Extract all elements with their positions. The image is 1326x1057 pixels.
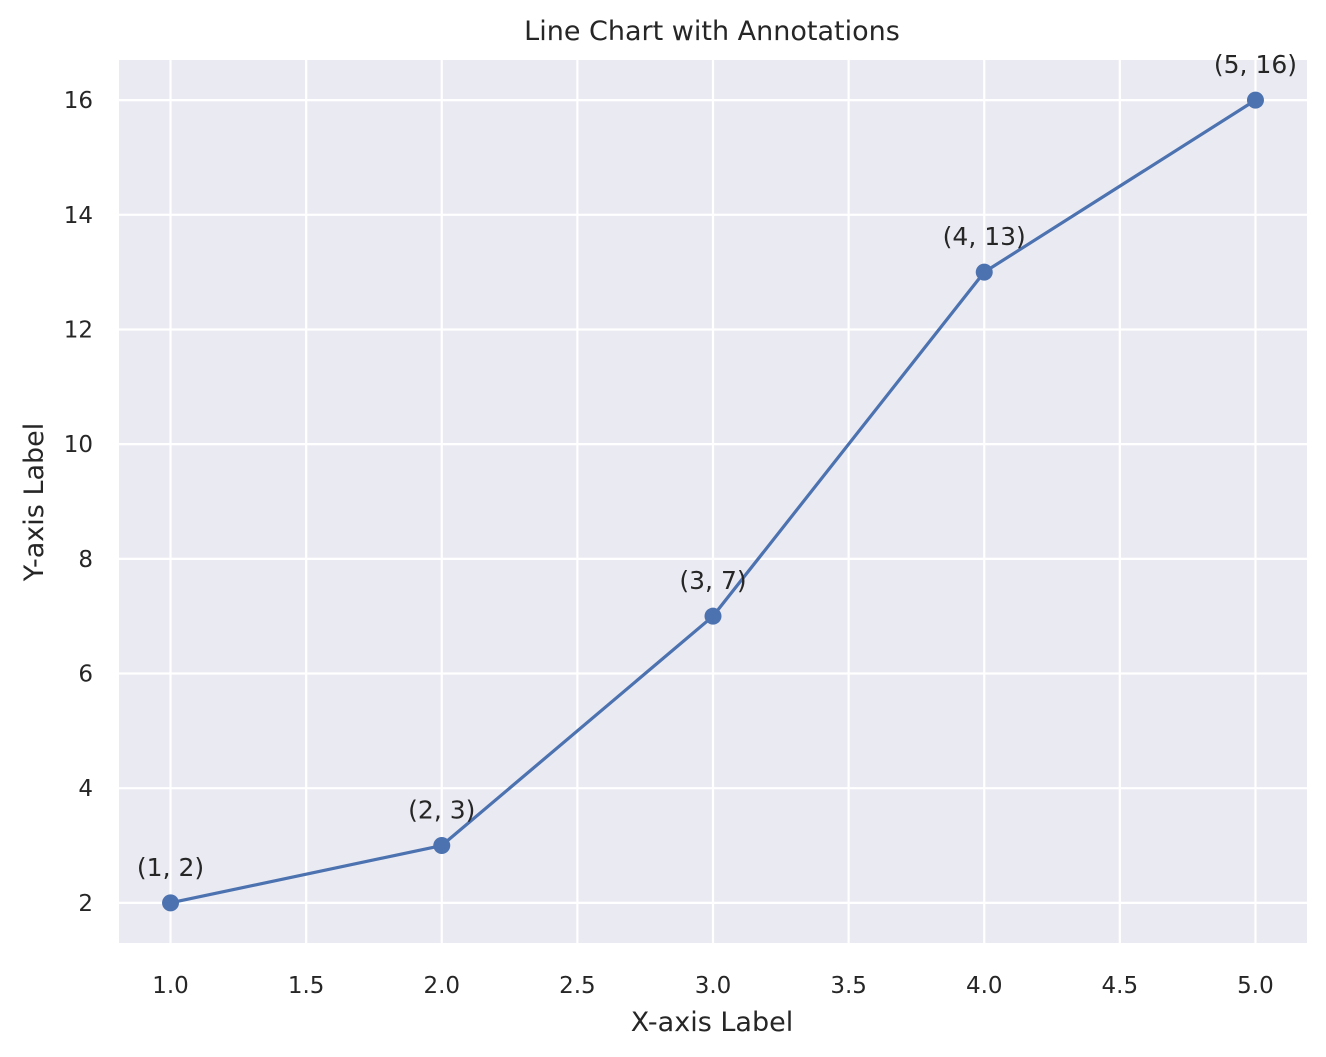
x-tick-label: 3.5 (830, 973, 867, 999)
x-tick-label: 2.0 (423, 973, 460, 999)
y-tick-label: 14 (64, 203, 93, 229)
x-axis-label: X-axis Label (631, 1007, 793, 1038)
x-axis-ticks: 1.0 1.5 2.0 2.5 3.0 3.5 4.0 4.5 5.0 (152, 973, 1274, 999)
y-tick-label: 8 (78, 547, 93, 573)
grid-lines (119, 60, 1307, 943)
y-axis-ticks: 2 4 6 8 10 12 14 16 (64, 88, 93, 917)
data-point (704, 607, 722, 625)
x-tick-label: 2.5 (559, 973, 596, 999)
data-point (433, 837, 451, 855)
y-tick-label: 16 (64, 88, 93, 114)
data-point (1246, 91, 1264, 109)
data-point (975, 263, 993, 281)
data-point (162, 894, 180, 912)
y-tick-label: 2 (78, 891, 93, 917)
data-points (162, 91, 1264, 912)
data-annotation: (5, 16) (1214, 50, 1297, 79)
y-tick-label: 6 (78, 662, 93, 688)
data-annotation: (2, 3) (408, 796, 475, 825)
y-tick-label: 12 (64, 317, 93, 343)
data-annotation: (4, 13) (943, 222, 1026, 251)
x-tick-label: 4.5 (1102, 973, 1139, 999)
chart-title: Line Chart with Annotations (524, 16, 900, 47)
x-tick-label: 1.0 (152, 973, 189, 999)
x-tick-label: 1.5 (288, 973, 325, 999)
x-tick-label: 3.0 (695, 973, 732, 999)
y-tick-label: 4 (78, 776, 93, 802)
x-tick-label: 4.0 (966, 973, 1003, 999)
y-tick-label: 10 (64, 432, 93, 458)
data-annotation: (1, 2) (137, 853, 204, 882)
data-annotations: (1, 2) (2, 3) (3, 7) (4, 13) (5, 16) (137, 50, 1297, 882)
y-axis-label: Y-axis Label (19, 423, 50, 583)
x-tick-label: 5.0 (1237, 973, 1274, 999)
data-annotation: (3, 7) (679, 566, 746, 595)
